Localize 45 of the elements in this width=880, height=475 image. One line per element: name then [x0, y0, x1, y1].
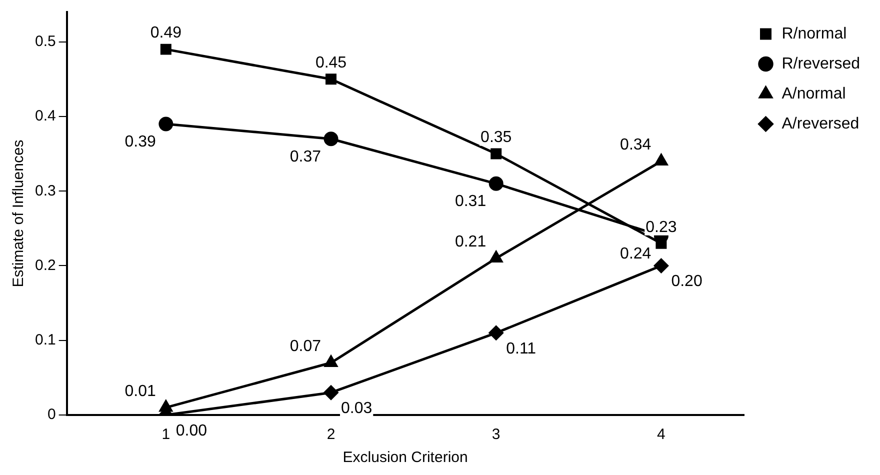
data-label: 0.37	[290, 148, 322, 166]
point	[324, 356, 338, 368]
point	[326, 74, 336, 85]
data-label: 0.39	[124, 133, 156, 150]
point	[488, 326, 504, 340]
data-label: 0.24	[620, 245, 652, 262]
data-label: 0.35	[480, 129, 512, 146]
point	[490, 148, 502, 160]
y-tick-label: 0	[48, 406, 56, 424]
y-tick-label: 0.3	[34, 182, 56, 200]
data-label: 0.01	[124, 382, 156, 400]
data-label: 0.23	[646, 218, 677, 236]
data-label: 0.31	[454, 193, 486, 210]
point	[488, 176, 504, 191]
point	[490, 251, 503, 263]
x-axis-title: Exclusion Criterion	[342, 449, 468, 466]
y-tick-label: 0.1	[34, 332, 56, 349]
point	[324, 132, 338, 146]
point	[160, 44, 172, 55]
point	[158, 116, 174, 132]
x-tick-label: 2	[326, 426, 336, 444]
legend-label: R/reversed	[782, 55, 860, 72]
data-label: 0.00	[176, 422, 208, 440]
data-label: 0.49	[150, 24, 182, 42]
data-label: 0.45	[315, 54, 347, 72]
point	[324, 385, 338, 400]
data-label: 0.03	[341, 400, 372, 418]
x-tick-label: 1	[162, 426, 170, 444]
y-axis-title: Estimate of Influences	[10, 140, 28, 288]
x-tick-label: 3	[492, 426, 500, 444]
y-tick-label: 0.5	[34, 32, 56, 50]
legend-label: R/normal	[782, 25, 847, 42]
point	[159, 400, 172, 412]
legend-label: A/normal	[782, 85, 846, 102]
y-tick-label: 0.4	[34, 108, 56, 125]
data-label: 0.34	[620, 136, 652, 154]
y-tick-label: 0.2	[34, 256, 56, 274]
data-label: 0.11	[506, 340, 536, 358]
data-label: 0.20	[671, 273, 702, 290]
x-tick-label: 4	[657, 426, 666, 444]
point	[654, 258, 668, 273]
point	[654, 154, 668, 166]
legend-label: A/reversed	[782, 115, 860, 132]
data-label: 0.21	[454, 234, 486, 251]
data-label: 0.07	[290, 338, 322, 356]
